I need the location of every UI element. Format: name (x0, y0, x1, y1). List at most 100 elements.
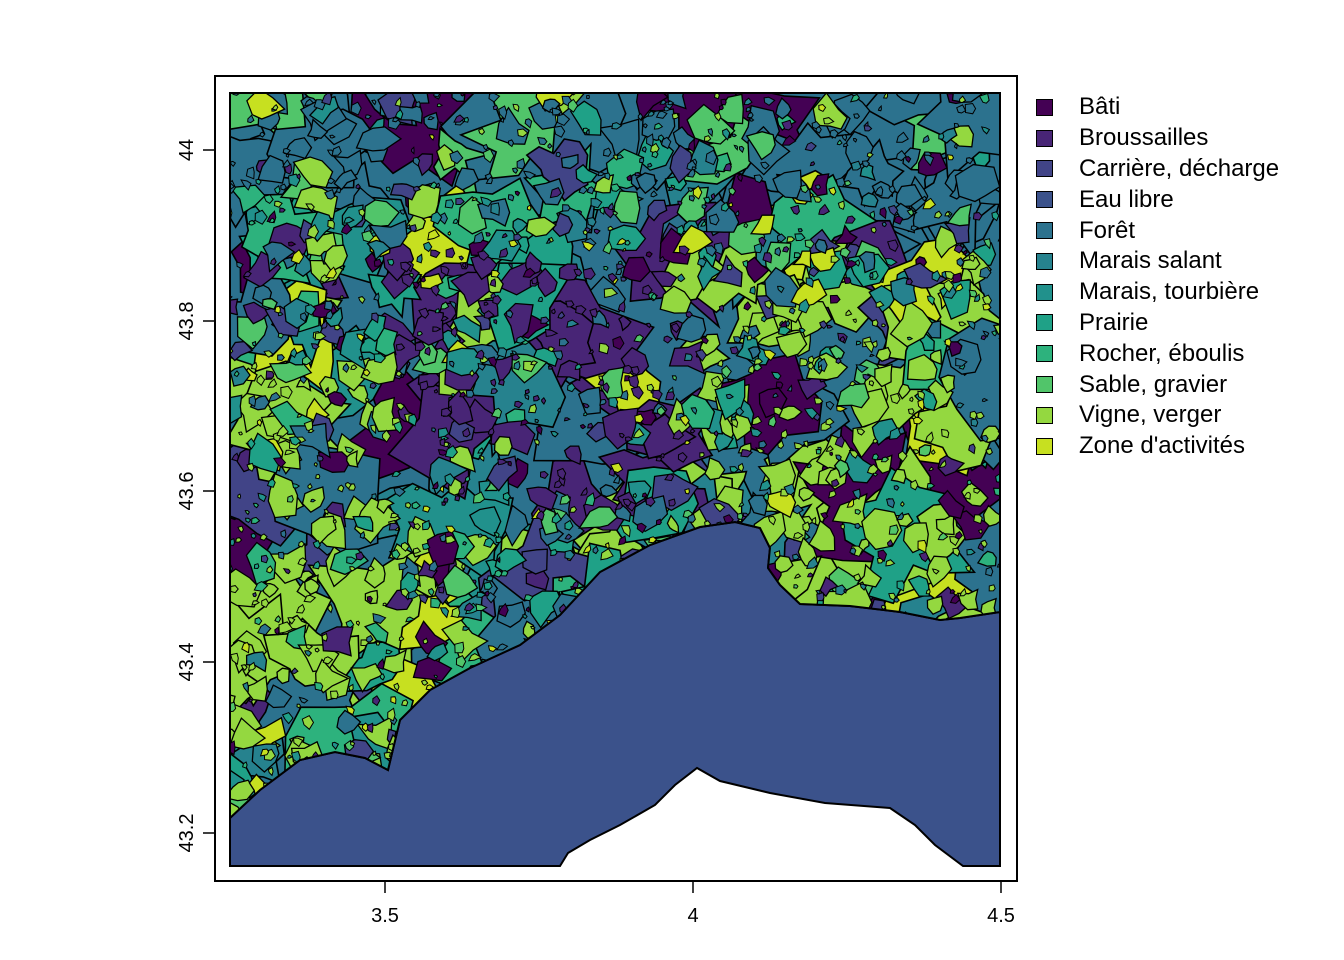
land-parcel (664, 473, 675, 482)
land-parcel (413, 523, 422, 531)
land-parcel (449, 360, 455, 368)
land-parcel (245, 651, 268, 673)
land-parcel (626, 174, 633, 182)
land-parcel (648, 536, 658, 544)
land-parcel (786, 236, 796, 243)
land-parcel (251, 600, 261, 606)
land-parcel (247, 661, 256, 671)
land-parcel (843, 588, 847, 594)
land-parcel (292, 156, 334, 189)
legend-item: Zone d'activités (1036, 431, 1279, 462)
land-parcel (464, 475, 471, 482)
land-parcel (937, 532, 949, 541)
land-parcel (296, 173, 301, 180)
legend-label: Eau libre (1079, 185, 1174, 213)
land-parcel (735, 406, 745, 417)
land-parcel (540, 316, 550, 324)
land-parcel (267, 472, 299, 519)
land-parcel (788, 307, 796, 315)
land-parcel (300, 312, 308, 323)
land-parcel (777, 439, 785, 450)
land-parcel (659, 99, 667, 105)
land-parcel (600, 548, 614, 561)
land-parcel (599, 398, 607, 406)
land-parcel (599, 483, 619, 498)
land-parcel (259, 748, 270, 757)
land-parcel (433, 674, 439, 680)
land-parcel (634, 413, 645, 424)
land-parcel (237, 525, 244, 534)
land-parcel (307, 428, 315, 434)
land-parcel (454, 495, 461, 502)
land-parcel (252, 591, 257, 598)
land-parcel (501, 232, 508, 239)
land-parcel (633, 334, 645, 343)
land-parcel (970, 418, 979, 427)
land-parcel (524, 394, 530, 401)
land-parcel (856, 428, 866, 436)
land-parcel (379, 673, 386, 681)
land-parcel (457, 485, 465, 495)
y-tick-label: 43.8 (176, 302, 198, 341)
land-parcel (813, 397, 824, 405)
land-parcel (369, 382, 377, 390)
land-parcel (786, 810, 798, 818)
land-parcel (274, 626, 280, 636)
land-parcel (550, 549, 558, 557)
land-parcel (366, 595, 373, 604)
land-parcel (889, 427, 902, 440)
land-parcel (910, 479, 919, 491)
land-parcel (807, 246, 838, 272)
land-parcel (944, 210, 951, 217)
land-parcel (677, 451, 688, 463)
land-parcel (375, 641, 381, 646)
land-parcel (472, 491, 486, 504)
land-parcel (861, 160, 871, 168)
land-parcel (412, 547, 422, 554)
land-parcel (564, 549, 576, 560)
land-parcel (386, 186, 391, 192)
land-parcel (286, 494, 294, 503)
land-parcel (670, 322, 681, 334)
land-parcel (803, 440, 809, 449)
land-parcel (604, 172, 611, 181)
land-parcel (804, 239, 815, 249)
land-parcel (317, 451, 352, 473)
land-parcel (454, 167, 480, 191)
land-parcel (329, 134, 336, 139)
land-parcel (398, 562, 409, 571)
land-parcel (943, 279, 955, 294)
land-parcel (303, 98, 315, 107)
land-parcel (526, 204, 532, 211)
land-parcel (680, 393, 716, 430)
land-parcel (746, 111, 754, 119)
land-parcel (421, 542, 431, 550)
land-parcel (237, 431, 244, 436)
land-parcel (926, 295, 936, 306)
land-parcel (331, 279, 337, 286)
land-parcel (885, 559, 896, 567)
legend-swatch (1036, 437, 1053, 455)
land-parcel (655, 518, 662, 525)
land-parcel (742, 512, 750, 518)
land-parcel (806, 572, 815, 578)
land-parcel (643, 123, 648, 129)
land-parcel (775, 97, 792, 120)
land-parcel (579, 423, 587, 430)
land-parcel (977, 528, 983, 535)
land-parcel (887, 204, 899, 217)
land-parcel (322, 656, 334, 665)
land-parcel (533, 394, 541, 402)
land-parcel (552, 350, 564, 361)
land-parcel (581, 240, 595, 252)
land-parcel (886, 539, 894, 547)
land-parcel (314, 681, 324, 692)
land-parcel (451, 93, 466, 102)
land-parcel (850, 160, 862, 171)
land-parcel (581, 402, 590, 409)
land-parcel (372, 695, 381, 707)
land-parcel (831, 478, 840, 487)
land-parcel (577, 209, 583, 216)
land-parcel (906, 208, 915, 217)
land-parcel (360, 351, 398, 385)
